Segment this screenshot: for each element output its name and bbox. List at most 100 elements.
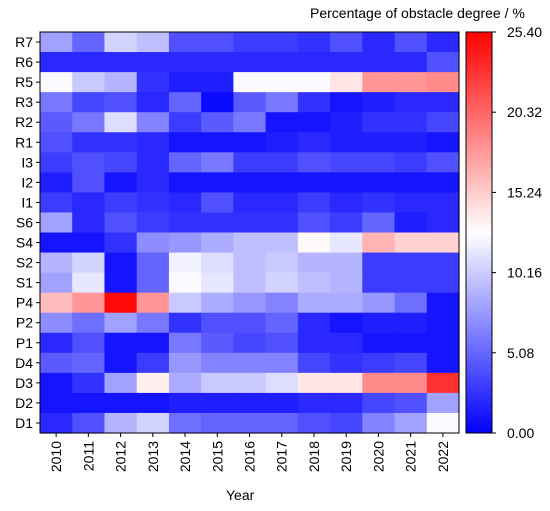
y-tick-label-I1: I1 xyxy=(21,194,33,210)
heatmap-cell-P4-2016 xyxy=(233,292,267,314)
heatmap-cell-R2-2012 xyxy=(104,112,138,133)
heatmap-cell-I1-2022 xyxy=(426,192,460,214)
heatmap-cell-I2-2014 xyxy=(168,172,202,193)
heatmap-cell-D2-2014 xyxy=(168,392,202,414)
heatmap-cell-R3-2019 xyxy=(330,92,363,113)
heatmap-cell-R5-2011 xyxy=(72,72,106,93)
heatmap-cell-P2-2014 xyxy=(168,312,202,334)
x-tick-label-2020: 2020 xyxy=(370,441,386,472)
y-tick-label-D3: D3 xyxy=(15,375,33,391)
heatmap-cell-I3-2020 xyxy=(362,152,396,173)
heatmap-cell-D3-2010 xyxy=(40,372,73,394)
heatmap-cell-R6-2013 xyxy=(136,52,170,73)
heatmap-cell-I3-2019 xyxy=(330,152,363,173)
heatmap-cell-I1-2019 xyxy=(330,192,363,214)
heatmap-cell-D2-2021 xyxy=(394,392,428,414)
heatmap-cell-I3-2022 xyxy=(426,152,460,173)
heatmap-cell-D2-2013 xyxy=(136,392,170,414)
heatmap-cell-P4-2020 xyxy=(362,292,396,314)
y-tick-label-R6: R6 xyxy=(15,54,33,70)
heatmap-cell-P2-2020 xyxy=(362,312,396,334)
heatmap-cell-I2-2017 xyxy=(265,172,299,193)
heatmap-cell-R6-2018 xyxy=(297,52,331,73)
heatmap-cell-D1-2015 xyxy=(201,412,234,434)
heatmap-cell-I2-2011 xyxy=(72,172,106,193)
heatmap-cell-R2-2020 xyxy=(362,112,396,133)
heatmap-cell-R5-2019 xyxy=(330,72,363,93)
heatmap-cell-P1-2018 xyxy=(297,332,331,354)
colorbar-tick-label: 0.00 xyxy=(507,425,534,441)
heatmap-cell-P1-2016 xyxy=(233,332,267,354)
heatmap-cell-S2-2016 xyxy=(233,252,267,274)
heatmap-cell-R7-2010 xyxy=(40,32,73,53)
heatmap-cell-S2-2017 xyxy=(265,252,299,274)
heatmap-cell-P2-2017 xyxy=(265,312,299,334)
heatmap-cell-D2-2022 xyxy=(426,392,460,414)
heatmap-cell-I2-2021 xyxy=(394,172,428,193)
heatmap-cell-R5-2015 xyxy=(201,72,234,93)
heatmap-cell-I3-2013 xyxy=(136,152,170,173)
heatmap-cell-R1-2014 xyxy=(168,132,202,153)
heatmap-cell-R2-2019 xyxy=(330,112,363,133)
heatmap-cell-I3-2014 xyxy=(168,152,202,173)
heatmap-cell-P1-2021 xyxy=(394,332,428,354)
heatmap-cell-D1-2012 xyxy=(104,412,138,434)
heatmap-cell-D1-2010 xyxy=(40,412,73,434)
heatmap-cell-R6-2014 xyxy=(168,52,202,73)
heatmap-cell-R3-2015 xyxy=(201,92,234,113)
heatmap-cell-D4-2020 xyxy=(362,352,396,374)
heatmap-cell-I2-2016 xyxy=(233,172,267,193)
heatmap-cell-P4-2022 xyxy=(426,292,460,314)
heatmap-cell-S2-2014 xyxy=(168,252,202,274)
heatmap-cell-S1-2016 xyxy=(233,272,267,294)
heatmap-cell-S4-2010 xyxy=(40,232,73,254)
heatmap-cell-R2-2016 xyxy=(233,112,267,133)
heatmap-cell-P4-2017 xyxy=(265,292,299,314)
y-tick-label-R5: R5 xyxy=(15,74,33,90)
heatmap-cell-D3-2013 xyxy=(136,372,170,394)
heatmap-cell-R7-2019 xyxy=(330,32,363,53)
heatmap-cell-P4-2014 xyxy=(168,292,202,314)
heatmap-cell-I1-2011 xyxy=(72,192,106,214)
heatmap-cell-R2-2013 xyxy=(136,112,170,133)
heatmap-cell-R5-2022 xyxy=(426,72,460,93)
x-tick-label-2010: 2010 xyxy=(48,441,64,472)
heatmap-cell-I3-2017 xyxy=(265,152,299,173)
heatmap-cell-S2-2022 xyxy=(426,252,460,274)
heatmap-cell-R1-2021 xyxy=(394,132,428,153)
heatmap-cell-P2-2010 xyxy=(40,312,73,334)
heatmap-cell-S6-2016 xyxy=(233,212,267,234)
heatmap-cell-P1-2015 xyxy=(201,332,234,354)
heatmap-cell-R7-2021 xyxy=(394,32,428,53)
heatmap-cell-S1-2019 xyxy=(330,272,363,294)
heatmap-cell-D4-2012 xyxy=(104,352,138,374)
heatmap-cell-R3-2014 xyxy=(168,92,202,113)
heatmap-cell-R1-2015 xyxy=(201,132,234,153)
heatmap-cell-I3-2012 xyxy=(104,152,138,173)
heatmap-cell-I2-2012 xyxy=(104,172,138,193)
heatmap-cell-R3-2018 xyxy=(297,92,331,113)
heatmap-cell-I2-2015 xyxy=(201,172,234,193)
heatmap-cell-R6-2020 xyxy=(362,52,396,73)
heatmap-cell-S1-2015 xyxy=(201,272,234,294)
heatmap-cell-S1-2022 xyxy=(426,272,460,294)
heatmap-cell-R3-2021 xyxy=(394,92,428,113)
heatmap-cell-R2-2022 xyxy=(426,112,460,133)
heatmap-cell-R1-2016 xyxy=(233,132,267,153)
x-tick-label-2018: 2018 xyxy=(306,441,322,472)
heatmap-cell-P4-2019 xyxy=(330,292,363,314)
heatmap-cell-R7-2016 xyxy=(233,32,267,53)
colorbar-tick-label: 20.32 xyxy=(507,104,542,120)
heatmap-cell-S6-2012 xyxy=(104,212,138,234)
heatmap-cell-P1-2014 xyxy=(168,332,202,354)
heatmap-cell-R6-2022 xyxy=(426,52,460,73)
heatmap-cell-R2-2014 xyxy=(168,112,202,133)
heatmap-cell-D2-2016 xyxy=(233,392,267,414)
colorbar-tick-label: 10.16 xyxy=(507,265,542,281)
heatmap-cell-D2-2010 xyxy=(40,392,73,414)
heatmap-cell-S6-2014 xyxy=(168,212,202,234)
x-tick-label-2012: 2012 xyxy=(113,441,129,472)
heatmap-cell-P2-2016 xyxy=(233,312,267,334)
heatmap-cell-R7-2012 xyxy=(104,32,138,53)
heatmap-cell-D4-2017 xyxy=(265,352,299,374)
